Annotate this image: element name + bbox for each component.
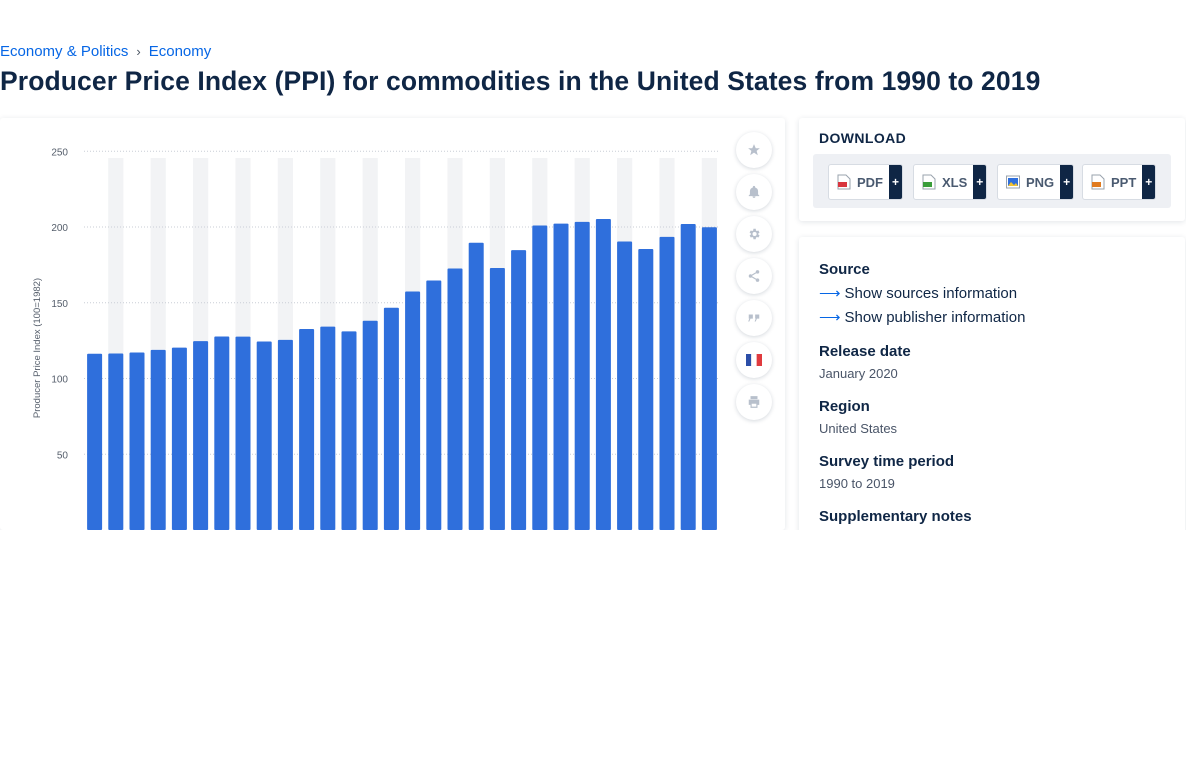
bar-2005 xyxy=(405,291,421,530)
show-publisher-label: Show publisher information xyxy=(844,308,1026,326)
breadcrumb-economy[interactable]: Economy xyxy=(148,43,212,60)
bar-2018 xyxy=(680,223,696,530)
download-xls-plus[interactable]: + xyxy=(973,165,987,199)
gear-icon xyxy=(749,228,760,240)
bar-2003 xyxy=(362,320,378,530)
france-flag-icon xyxy=(746,354,762,366)
bar-chart: 50 100 150 200 250 Producer Price Index (100=… xyxy=(32,147,720,530)
bar-2009 xyxy=(489,268,505,530)
favorite-button[interactable] xyxy=(736,132,772,168)
bar-2010 xyxy=(511,250,527,530)
region-heading: Region xyxy=(819,398,870,415)
download-title: DOWNLOAD xyxy=(819,130,907,146)
ppt-file-icon xyxy=(1091,174,1105,190)
bar-2016 xyxy=(638,248,654,530)
breadcrumb-separator: › xyxy=(136,44,141,59)
y-tick-label: 100 xyxy=(51,375,68,386)
bar-2019 xyxy=(701,227,717,530)
bar-2012 xyxy=(553,223,569,530)
bar-2000 xyxy=(299,328,315,530)
y-tick-label: 200 xyxy=(51,223,68,234)
release-date-heading: Release date xyxy=(819,343,911,360)
bar-1997 xyxy=(235,336,251,530)
download-png-label: PNG xyxy=(1026,174,1055,190)
download-xls-button[interactable]: XLS + xyxy=(913,164,988,200)
xls-file-icon xyxy=(922,174,936,190)
survey-period-heading: Survey time period xyxy=(819,453,955,470)
breadcrumb: Economy & Politics › Economy xyxy=(0,43,211,60)
bar-2013 xyxy=(574,221,590,530)
page-lower-area xyxy=(0,530,1186,760)
download-card: DOWNLOAD PDF + XLS + PNG + xyxy=(799,118,1185,221)
png-file-icon xyxy=(1006,175,1020,189)
region-value: United States xyxy=(819,421,898,436)
bar-1993 xyxy=(150,349,166,530)
source-heading: Source xyxy=(819,261,870,278)
download-pdf-main[interactable]: PDF xyxy=(829,165,889,199)
y-tick-label: 150 xyxy=(51,299,68,310)
language-button[interactable] xyxy=(736,342,772,378)
arrow-right-icon: ⟶ xyxy=(819,285,841,302)
show-sources-link[interactable]: ⟶ Show sources information xyxy=(819,284,1018,303)
bar-1995 xyxy=(193,341,209,530)
breadcrumb-economy-politics[interactable]: Economy & Politics xyxy=(0,43,129,60)
download-ppt-label: PPT xyxy=(1111,174,1137,190)
download-pdf-label: PDF xyxy=(857,174,883,190)
y-tick-label: 250 xyxy=(51,147,68,158)
arrow-right-icon: ⟶ xyxy=(819,309,841,326)
download-ppt-plus[interactable]: + xyxy=(1142,165,1156,199)
share-button[interactable] xyxy=(736,258,772,294)
bar-1998 xyxy=(256,341,272,530)
bar-2011 xyxy=(532,225,548,530)
bar-1992 xyxy=(129,352,145,530)
bar-2001 xyxy=(320,326,336,530)
notification-button[interactable] xyxy=(736,174,772,210)
y-tick-label: 50 xyxy=(57,450,69,461)
print-icon xyxy=(748,396,760,408)
chart-card: 50 100 150 200 250 Producer Price Index (100=… xyxy=(0,118,785,530)
settings-button[interactable] xyxy=(736,216,772,252)
bar-2017 xyxy=(659,236,675,530)
bar-1994 xyxy=(171,347,187,530)
bar-2007 xyxy=(447,268,463,530)
bell-icon xyxy=(748,185,760,198)
download-bar: PDF + XLS + PNG + PPT + xyxy=(813,154,1171,208)
show-publisher-link[interactable]: ⟶ Show publisher information xyxy=(819,308,1026,327)
bar-2014 xyxy=(595,218,611,530)
download-png-plus[interactable]: + xyxy=(1060,165,1074,199)
bar-2004 xyxy=(383,307,399,530)
download-ppt-button[interactable]: PPT + xyxy=(1082,164,1157,200)
bar-1996 xyxy=(214,336,230,530)
page-title: Producer Price Index (PPI) for commoditi… xyxy=(0,66,1041,96)
bar-2002 xyxy=(341,331,357,530)
star-icon xyxy=(748,144,760,156)
bar-2015 xyxy=(617,241,633,530)
download-pdf-button[interactable]: PDF + xyxy=(828,164,903,200)
print-button[interactable] xyxy=(736,384,772,420)
download-xls-label: XLS xyxy=(942,174,968,190)
download-png-button[interactable]: PNG + xyxy=(997,164,1075,200)
pdf-file-icon xyxy=(837,174,851,190)
quote-icon xyxy=(748,314,760,322)
cite-button[interactable] xyxy=(736,300,772,336)
chart-tools xyxy=(736,132,772,420)
download-pdf-plus[interactable]: + xyxy=(889,165,902,199)
release-date-value: January 2020 xyxy=(819,366,898,381)
show-sources-label: Show sources information xyxy=(844,284,1018,302)
bar-2006 xyxy=(426,280,442,530)
download-xls-main[interactable]: XLS xyxy=(914,165,973,199)
download-ppt-main[interactable]: PPT xyxy=(1083,165,1142,199)
bar-2008 xyxy=(468,242,484,530)
share-icon xyxy=(748,270,760,282)
statistic-details-card: Source ⟶ Show sources information ⟶ Show… xyxy=(799,237,1185,537)
supplementary-notes-heading: Supplementary notes xyxy=(819,508,972,525)
bar-1990 xyxy=(87,353,103,530)
download-png-main[interactable]: PNG xyxy=(998,165,1060,199)
survey-period-value: 1990 to 2019 xyxy=(819,476,895,491)
bar-1999 xyxy=(277,339,293,530)
y-axis-label: Producer Price Index (100=1982) xyxy=(32,278,43,418)
bar-1991 xyxy=(108,353,124,530)
